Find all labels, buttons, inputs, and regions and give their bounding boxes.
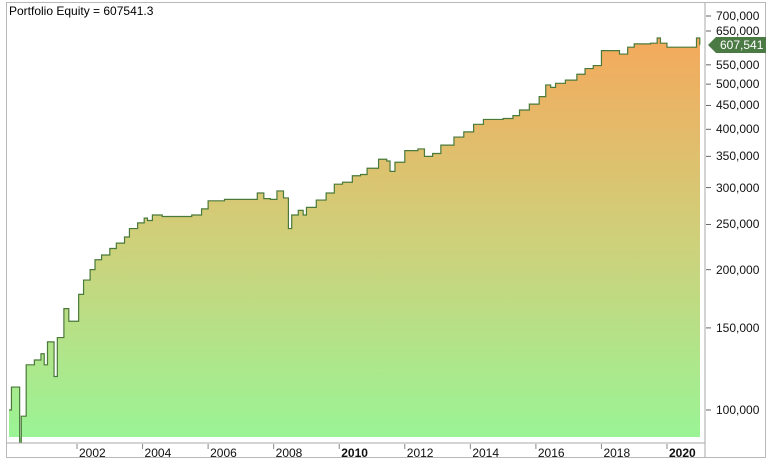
x-tick-label: 2016 — [537, 446, 565, 460]
chart-title: Portfolio Equity = 607541.3 — [9, 4, 154, 18]
y-tick-label: 300,000 — [716, 180, 760, 195]
y-tick-label: 100,000 — [716, 403, 760, 417]
y-tick-label: 550,000 — [716, 57, 760, 72]
x-tick-label: 2020 — [669, 446, 696, 460]
x-tick-label: 2004 — [144, 446, 172, 460]
y-axis-ticks — [706, 15, 711, 411]
y-tick-label: 250,000 — [716, 217, 760, 232]
x-tick-label: 2008 — [275, 446, 303, 460]
x-axis-ticks — [76, 444, 668, 449]
last-value-text: 607,541 — [720, 38, 764, 52]
y-tick-label: 350,000 — [716, 149, 760, 164]
equity-line — [9, 37, 701, 444]
equity-area — [9, 37, 700, 443]
y-tick-label: 700,000 — [716, 9, 760, 23]
y-tick-label: 500,000 — [716, 77, 760, 92]
x-tick-label: 2002 — [79, 446, 106, 460]
y-tick-label: 650,000 — [716, 24, 760, 38]
y-tick-label: 400,000 — [716, 122, 760, 137]
x-tick-label: 2010 — [341, 446, 368, 460]
x-tick-label: 2006 — [210, 446, 237, 460]
y-tick-label: 200,000 — [716, 262, 760, 277]
last-value-tag — [708, 37, 766, 53]
x-tick-label: 2014 — [472, 446, 500, 460]
last-value-label: 607,541 — [708, 37, 766, 53]
y-tick-label: 450,000 — [716, 98, 760, 113]
y-tick-label: 150,000 — [716, 320, 760, 335]
x-tick-label: 2018 — [603, 446, 631, 460]
x-tick-label: 2012 — [406, 446, 434, 460]
